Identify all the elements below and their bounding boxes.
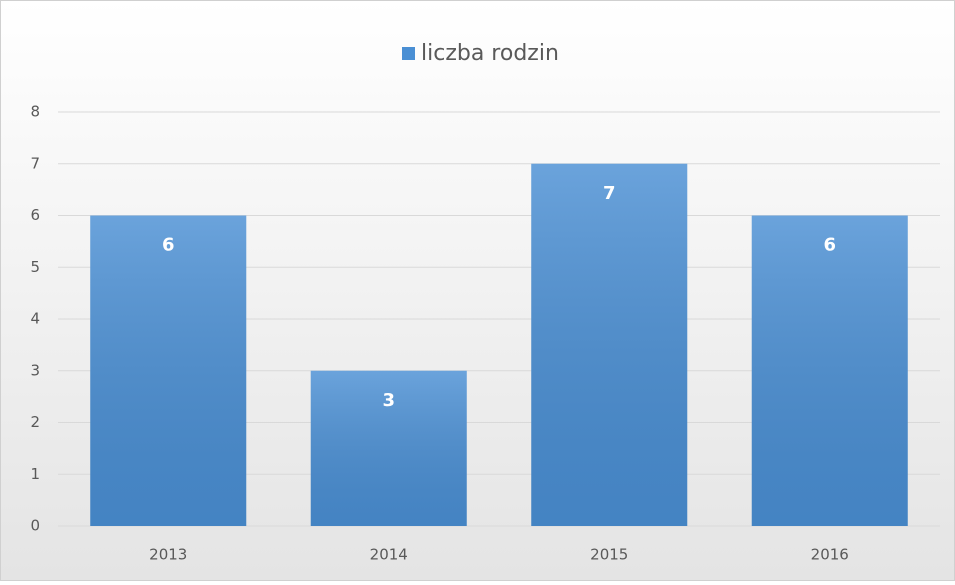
y-tick-label: 4 [30,310,40,328]
y-tick-label: 3 [30,361,40,379]
data-label: 6 [823,235,836,256]
data-label: 3 [382,390,395,411]
bar [751,215,908,526]
y-tick-label: 2 [30,413,40,431]
data-label: 6 [162,235,175,256]
x-tick-label: 2015 [590,546,628,564]
legend-swatch [402,47,415,60]
y-tick-label: 1 [30,465,40,483]
x-tick-label: 2013 [149,546,187,564]
data-label: 7 [603,183,616,204]
legend: liczba rodzin [402,41,559,66]
y-tick-label: 6 [30,206,40,224]
y-tick-label: 8 [30,103,40,121]
y-tick-label: 5 [30,258,40,276]
x-tick-label: 2016 [811,546,849,564]
x-tick-label: 2014 [370,546,408,564]
legend-label: liczba rodzin [421,41,559,66]
y-tick-label: 0 [30,517,40,535]
bar [90,215,247,526]
bar [531,163,688,526]
y-tick-label: 7 [30,154,40,172]
